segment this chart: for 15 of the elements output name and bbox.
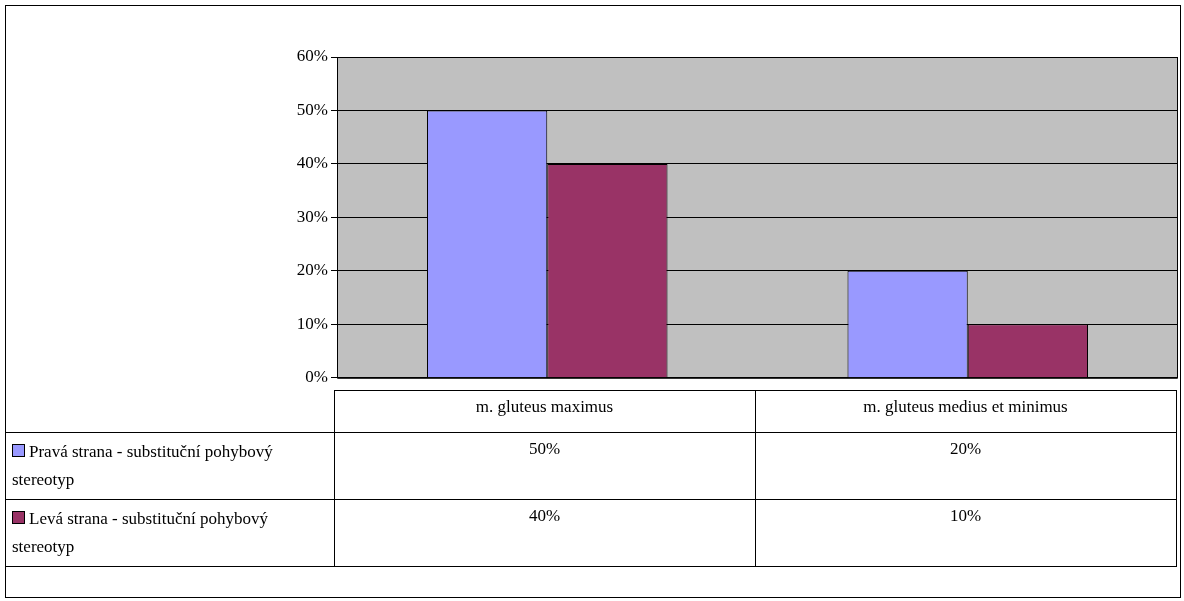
legend-label: Levá strana - substituční pohybový stereotyp: [5, 499, 334, 567]
text: 40%: [528, 506, 561, 525]
x-tick-label: m. gluteus medius et minimus: [755, 390, 1176, 433]
y-tick-label: 50%: [296, 99, 328, 119]
y-tick-label: 0%: [305, 367, 328, 387]
y-tick-label: 20%: [296, 260, 328, 280]
y-tick-label: 60%: [296, 46, 328, 66]
text: 50%: [528, 439, 561, 458]
legend-label: Pravá strana - substituční pohybový stereotyp: [5, 432, 334, 500]
text: 20%: [949, 439, 982, 458]
y-tick-label: 40%: [296, 153, 328, 173]
x-tick-label: m. gluteus maximus: [334, 390, 755, 433]
y-tick-label: 30%: [296, 206, 328, 226]
y-tick-label: 10%: [296, 313, 328, 333]
text: 10%: [949, 506, 982, 525]
